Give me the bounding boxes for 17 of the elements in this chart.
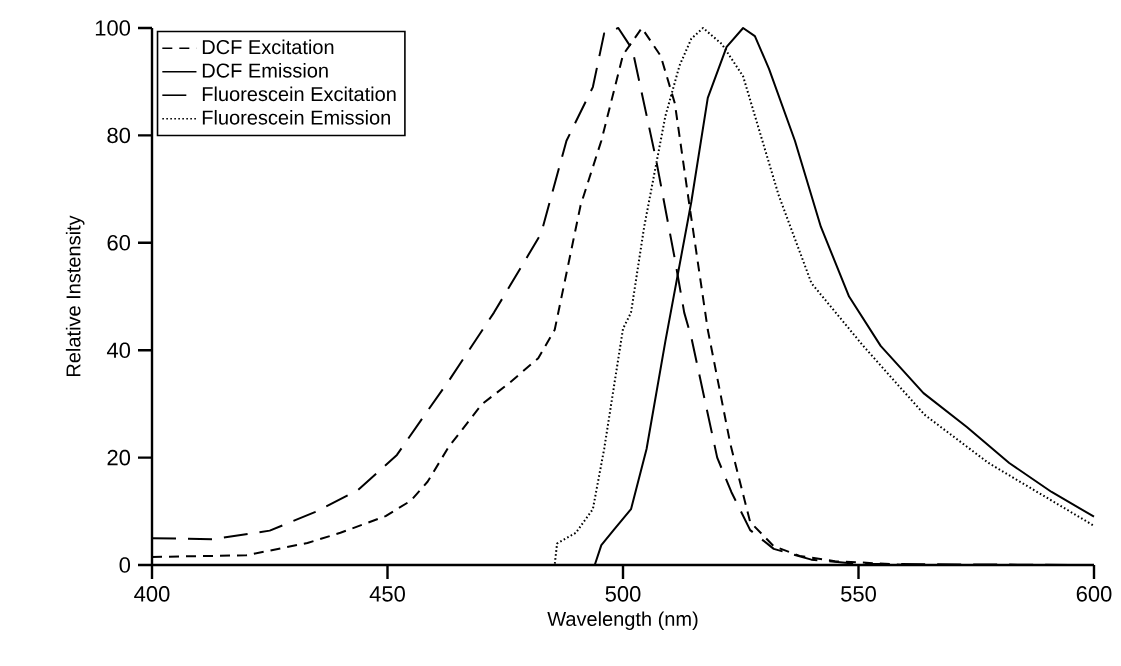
x-axis-title: Wavelength (nm) [547, 611, 698, 631]
x-tick-label: 400 [134, 586, 170, 602]
y-tick-label: 100 [95, 20, 131, 36]
y-tick-label: 0 [119, 557, 131, 573]
legend-label: DCF Emission [202, 62, 328, 78]
x-tick-label: 600 [1076, 586, 1112, 602]
x-tick-label: 500 [605, 586, 641, 602]
y-tick-label: 20 [107, 449, 131, 466]
legend-label: Fluorescein Emission [202, 109, 390, 125]
x-tick-label: 450 [369, 586, 405, 602]
y-tick-label: 40 [106, 342, 131, 358]
y-tick-label: 60 [107, 235, 131, 251]
x-tick-label: 550 [841, 586, 876, 602]
y-axis-title: Relative Instensity [65, 215, 85, 377]
legend-label: Fluorescein Excitation [202, 86, 396, 102]
y-tick-label: 80 [107, 127, 131, 144]
legend-label: DCF Excitation [202, 39, 334, 55]
